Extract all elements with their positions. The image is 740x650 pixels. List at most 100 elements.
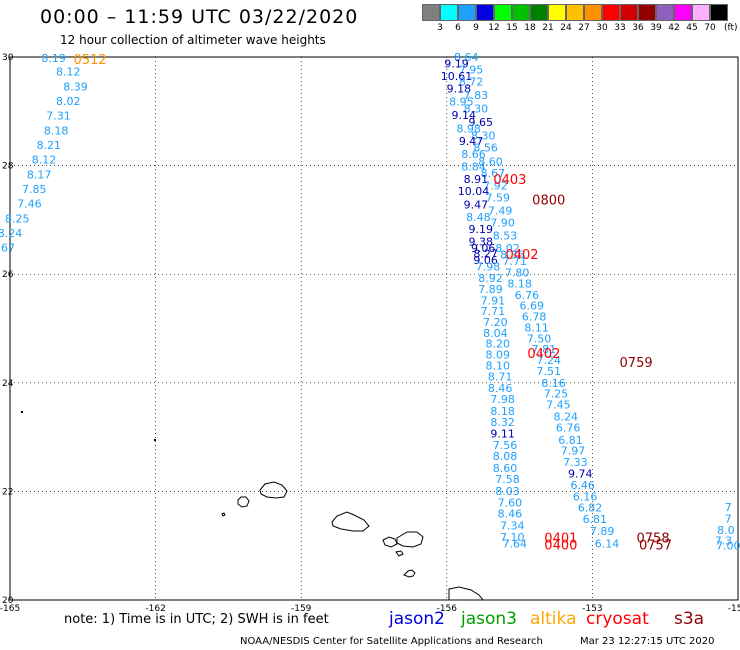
wave-height-value: 8.30 (464, 103, 489, 116)
wave-height-value: 8.18 (490, 405, 515, 418)
wave-height-value: 8.72 (459, 75, 484, 88)
wave-height-value: 7.45 (546, 399, 571, 412)
wave-height-value: 8.0 (717, 524, 735, 537)
wave-height-value: 7.31 (46, 110, 71, 123)
wave-height-value: 7.20 (483, 316, 508, 329)
lon-tick-label: -162 (145, 604, 165, 614)
lat-tick-label: 20 (2, 596, 14, 606)
island-maui (396, 531, 424, 548)
wave-height-value: 8.02 (495, 242, 520, 255)
wave-height-value: 9.47 (464, 199, 489, 212)
scale-label: 30 (596, 23, 608, 33)
scale-swatch (422, 4, 440, 21)
wave-height-value: 8.27 (473, 248, 498, 261)
scale-swatch (530, 4, 548, 21)
wave-height-value: 8.19 (41, 52, 66, 65)
wave-height-value: 7.24 (536, 354, 561, 367)
wave-height-value: 6.82 (578, 502, 603, 515)
wave-height-value: 7.91 (481, 294, 506, 307)
wave-height-value: 8.60 (493, 462, 518, 475)
wave-height-value: 9.74 (568, 467, 593, 480)
wave-height-value: 7.98 (490, 393, 515, 406)
scale-label: 39 (650, 23, 662, 33)
wave-height-value: 7.56 (493, 439, 518, 452)
pass-time-label: 0401 (544, 532, 577, 547)
wave-height-value: 7.10 (500, 531, 525, 544)
page-title: 00:00 – 11:59 UTC 03/22/2020 (40, 6, 359, 28)
pass-time-label: 0400 (544, 539, 577, 554)
scale-label: 70 (704, 23, 716, 33)
scale-swatch (494, 4, 512, 21)
legend-cryosat: cryosat (586, 609, 649, 629)
wave-height-value: 7.81 (532, 343, 557, 356)
wave-height-value: 7.50 (527, 332, 552, 345)
scale-label: 42 (668, 23, 680, 33)
scale-label: 24 (560, 23, 572, 33)
wave-height-value: 8.16 (541, 377, 566, 390)
wave-height-value: 7.59 (486, 192, 511, 205)
pass-time-label: 0759 (620, 356, 653, 371)
legend-jason2: jason2 (389, 609, 445, 629)
wave-height-value: 8.25 (5, 212, 30, 225)
wave-height-value: 10.04 (458, 185, 490, 198)
scale-label: 15 (506, 23, 518, 33)
legend-jason3: jason3 (461, 609, 517, 629)
scale-swatch (620, 4, 638, 21)
scale-label: 12 (488, 23, 500, 33)
wave-height-value: 8.09 (486, 349, 511, 362)
lat-tick-label: 26 (2, 270, 14, 280)
scale-unit: (ft) (724, 23, 738, 33)
pass-time-label: 0757 (639, 539, 672, 554)
scale-swatch (656, 4, 674, 21)
island-kahoolawe (395, 550, 404, 557)
wave-height-value: 7.64 (502, 538, 527, 551)
wave-height-value: 7.97 (561, 445, 586, 458)
wave-height-value: 8.08 (493, 450, 518, 463)
wave-height-value: 9.47 (459, 135, 484, 148)
pass-time-label: 0758 (637, 532, 670, 547)
pass-time-label: 0800 (532, 193, 565, 208)
axis-tick-labels: -165 -162 -159 -156 -153 -150 30 28 26 24 22 20 (0, 53, 740, 614)
legend-s3a: s3a (674, 609, 705, 629)
wave-height-value: 9.11 (490, 427, 515, 440)
island-kauai (237, 496, 250, 508)
scale-label: 45 (686, 23, 698, 33)
scale-label: 9 (473, 23, 479, 33)
pass-time-label: 0402 (527, 347, 560, 362)
island-niihau (221, 512, 226, 517)
scale-label: 18 (524, 23, 536, 33)
wave-height-value: 9.38 (469, 236, 494, 249)
scale-label: 6 (455, 23, 461, 33)
footer-credit: NOAA/NESDIS Center for Satellite Applica… (240, 636, 543, 647)
wave-height-value: 9.06 (473, 254, 498, 267)
wave-height-value: 7.98 (476, 261, 501, 274)
wave-height-value: 8.21 (37, 139, 62, 152)
wave-height-value: 6.81 (583, 513, 608, 526)
wave-height-value: 8.04 (483, 327, 508, 340)
wave-height-value: 8.32 (490, 416, 515, 429)
wave-height-value: 6.16 (573, 490, 598, 503)
scale-label: 21 (542, 23, 554, 33)
wave-height-value: 8.92 (478, 272, 503, 285)
wave-height-value: 8.53 (493, 230, 518, 243)
lat-tick-label: 24 (2, 379, 14, 389)
scale-swatch (566, 4, 584, 21)
lon-tick-label: -156 (437, 604, 458, 614)
scale-label: 36 (632, 23, 644, 33)
wave-height-value: 7.3 (715, 534, 733, 547)
lat-tick-label: 28 (2, 162, 14, 172)
scale-swatch (638, 4, 656, 21)
wave-height-value: 6.69 (519, 300, 544, 313)
wave-height-value: 8.64 (454, 51, 479, 64)
wave-height-value: 8.95 (449, 96, 474, 109)
wave-height-value: 8.98 (456, 123, 481, 136)
wave-height-value: 7.25 (544, 388, 569, 401)
wave-height-value: 9.19 (469, 223, 494, 236)
wave-height-value: 8.17 (27, 168, 52, 181)
lon-tick-label: -150 (728, 604, 740, 614)
wave-height-value: 8.18 (44, 124, 69, 137)
scale-swatch (674, 4, 692, 21)
wave-height-value: 7.00 (716, 540, 740, 553)
wave-height-value: 8.24 (553, 410, 578, 423)
